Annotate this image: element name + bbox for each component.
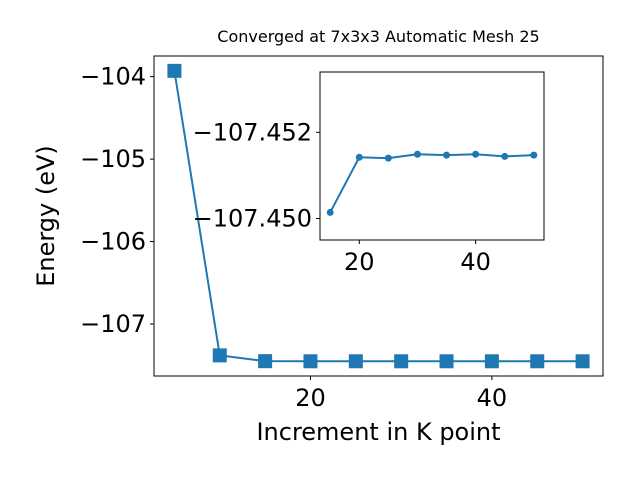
y-tick-label: −107.450 xyxy=(193,204,312,232)
marker xyxy=(355,153,363,161)
marker xyxy=(530,354,545,369)
y-tick-label: −107 xyxy=(80,310,146,338)
x-tick-label: 40 xyxy=(477,384,508,412)
marker xyxy=(530,151,538,159)
x-axis-label: Increment in K point xyxy=(256,418,500,446)
y-tick-label: −106 xyxy=(80,228,146,256)
marker xyxy=(575,354,590,369)
marker xyxy=(501,152,509,160)
x-tick-label: 20 xyxy=(295,384,326,412)
marker xyxy=(394,354,409,369)
chart-title: Converged at 7x3x3 Automatic Mesh 25 xyxy=(217,27,539,46)
x-tick-label: 40 xyxy=(460,248,491,276)
marker xyxy=(348,354,363,369)
marker xyxy=(303,354,318,369)
y-tick-label: −107.452 xyxy=(193,118,312,146)
marker xyxy=(326,208,334,216)
marker xyxy=(258,354,273,369)
x-tick-label: 20 xyxy=(344,248,375,276)
marker xyxy=(413,150,421,158)
marker xyxy=(167,63,182,78)
marker xyxy=(212,348,227,363)
data-line xyxy=(173,70,583,363)
y-tick-label: −104 xyxy=(80,63,146,91)
data-line xyxy=(329,153,534,213)
y-axis-label: Energy (eV) xyxy=(32,145,60,287)
marker xyxy=(384,154,392,162)
marker xyxy=(484,354,499,369)
y-tick-label: −105 xyxy=(80,145,146,173)
marker xyxy=(443,151,451,159)
marker xyxy=(472,150,480,158)
marker xyxy=(439,354,454,369)
